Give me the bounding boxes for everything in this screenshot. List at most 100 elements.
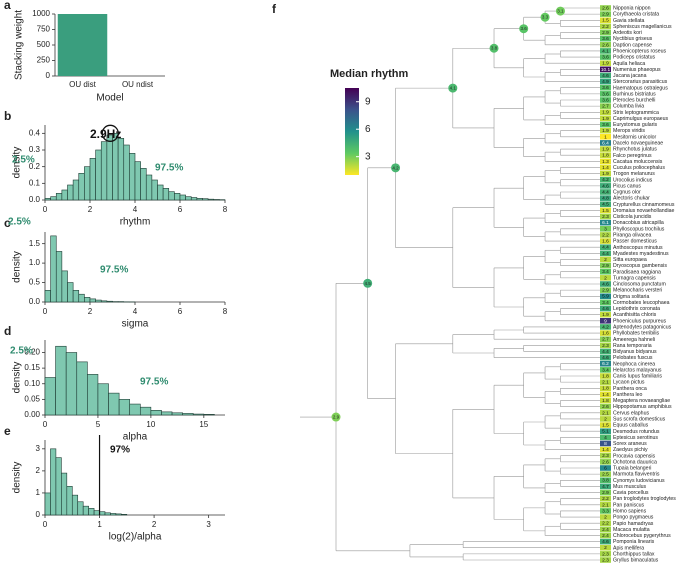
node-label: 4.1 — [450, 86, 457, 91]
node-marker — [540, 12, 550, 22]
leaf-value-box — [600, 195, 611, 201]
leaf-value: 3.6 — [602, 91, 609, 97]
histogram-bar — [207, 198, 215, 201]
leaf-value: 4.5 — [602, 202, 609, 208]
histogram-bar — [55, 345, 67, 416]
leaf-value-box — [600, 183, 611, 189]
leaf-name: Lycaon pictus — [613, 380, 645, 386]
leaf-name: Marmota flaviventris — [613, 472, 660, 478]
leaf-value-box — [600, 250, 611, 257]
leaf-value: 1.6 — [602, 239, 609, 245]
histogram-bar — [72, 179, 80, 201]
x-tick-label: 4 — [133, 307, 138, 316]
leaf-value-box — [600, 115, 611, 122]
leaf-value-box — [600, 422, 611, 428]
leaf-value-box — [600, 410, 611, 416]
leaf-value: 2.9 — [602, 288, 609, 294]
histogram-bar — [115, 513, 122, 516]
leaf-value: 4.1 — [602, 48, 609, 54]
histogram-bar — [72, 290, 80, 303]
x-tick-label: 4 — [133, 205, 138, 214]
x-tick-label: 3 — [206, 520, 211, 529]
leaf-name: Paradisaea raggiana — [613, 269, 661, 275]
histogram-bar — [44, 198, 51, 201]
leaf-name: Sitta europaea — [613, 257, 647, 263]
leaf-value: 1.5 — [602, 208, 609, 214]
leaf-value: 5.9 — [602, 294, 609, 300]
leaf-value: 2.1 — [602, 410, 609, 416]
histogram-bar — [171, 412, 183, 416]
leaf-name: Cinclosoma punctatum — [613, 282, 666, 288]
y-tick-label: 1.0 — [29, 258, 41, 267]
leaf-name: Strix leptogrammica — [613, 110, 659, 116]
histogram-bar — [168, 191, 175, 201]
leaf-name: Gavia stellata — [613, 18, 645, 24]
leaf-value: 2.9 — [602, 12, 609, 18]
leaf-value-box — [600, 238, 611, 244]
y-tick-label: 1.5 — [29, 239, 41, 248]
histogram-bar — [112, 133, 119, 201]
leaf-name: Acanthisitta chloris — [613, 312, 657, 318]
leaf-value-box — [600, 354, 611, 361]
histogram-bar — [134, 161, 141, 201]
leaf-value: 1.9 — [602, 116, 609, 122]
leaf-name: Dryoscopus gambensis — [613, 263, 667, 269]
panel-label: b — [4, 109, 11, 123]
leaf-value: 4 — [604, 435, 607, 441]
x-axis-title: Model — [96, 93, 123, 104]
histogram-bar — [71, 494, 79, 516]
y-tick-label: 0 — [36, 510, 41, 519]
histogram-bar — [67, 282, 74, 303]
histogram-bar — [190, 197, 198, 201]
y-tick-label: 250 — [37, 56, 51, 65]
leaf-name: Mus musculus — [613, 484, 647, 490]
leaf-value: 4.6 — [602, 306, 609, 312]
leaf-value-box — [600, 48, 611, 54]
leaf-name: Piranga olivacea — [613, 233, 651, 239]
leaf-value: 1.4 — [602, 165, 609, 171]
leaf-name: Chorthippus tallax — [613, 551, 655, 557]
annotation: 2.9Hz — [90, 127, 121, 141]
leaf-value: 8 — [604, 441, 607, 447]
leaf-value: 2.4 — [602, 533, 609, 539]
leaf-name: Urocolius indicus — [613, 177, 653, 183]
x-tick-label: 2 — [88, 205, 93, 214]
leaf-value-box — [600, 42, 611, 48]
histogram-bar — [110, 513, 117, 516]
node-marker — [448, 83, 458, 93]
leaf-name: Megaptera novaeangliae — [613, 398, 670, 404]
leaf-value-box — [600, 226, 611, 232]
leaf-name: Phoeniculus purpureus — [613, 318, 666, 324]
leaf-name: Nyctibius griseus — [613, 36, 653, 42]
leaf-value-box — [600, 544, 611, 551]
leaf-value: 6.4 — [602, 140, 609, 146]
histogram-bar — [118, 399, 131, 416]
leaf-value-box — [600, 275, 611, 281]
leaf-value-box — [600, 440, 611, 447]
histogram-bar — [106, 134, 113, 201]
leaf-value-box — [600, 213, 611, 220]
leaf-value-box — [600, 201, 611, 208]
leaf-name: Rhynchotus julatus — [613, 147, 657, 153]
histogram-bar — [65, 352, 78, 416]
leaf-value: 2.3 — [602, 214, 609, 220]
x-tick-label: 0 — [43, 307, 48, 316]
y-tick-label: 0.10 — [24, 379, 40, 388]
leaf-value: 3 — [604, 226, 607, 232]
leaf-name: Crypturellus cinnamomeus — [613, 202, 675, 208]
histogram-bar — [202, 198, 209, 201]
leaf-value-box — [600, 219, 611, 226]
leaf-name: Dromaius novaehollandiae — [613, 208, 675, 214]
leaf-name: Origma solitaria — [613, 294, 649, 300]
leaf-value: 1.5 — [602, 18, 609, 24]
histogram-bar — [44, 290, 51, 303]
x-tick-label: 6 — [178, 307, 183, 316]
tree-branches — [300, 7, 600, 561]
leaf-name: Pan paniscus — [613, 502, 645, 508]
leaf-value: 3.3 — [602, 508, 609, 514]
leaf-name: Corythaeola cristata — [613, 12, 659, 18]
x-tick-label: 0 — [43, 520, 48, 529]
histogram-bar — [161, 411, 173, 416]
leaf-name: Mesitornis unicolor — [613, 134, 657, 140]
leaf-name: Spheniscus magellanicus — [613, 24, 672, 30]
